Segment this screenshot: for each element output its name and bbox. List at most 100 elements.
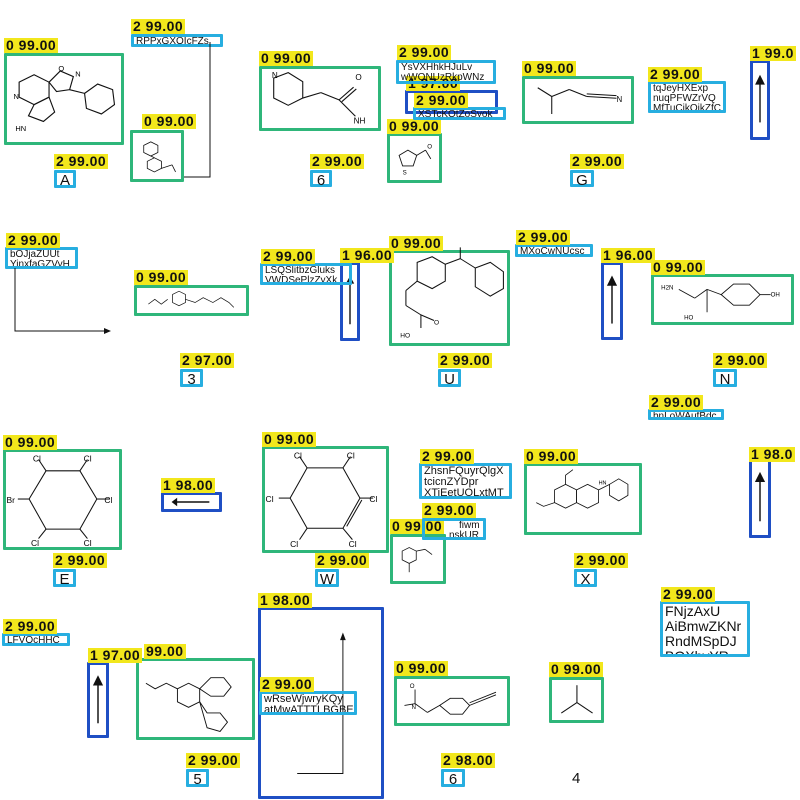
identifier-text: LSQSlitbzGluks [265, 265, 336, 276]
arrow-box[interactable] [161, 492, 222, 512]
compound-label[interactable]: N [713, 369, 737, 388]
compound-label[interactable]: E [53, 569, 76, 588]
compound-label[interactable]: G [570, 170, 594, 189]
compound-label[interactable]: U [438, 369, 461, 388]
identifier-box[interactable]: wRseWjwryKQy atMwATTTLBGBE [259, 691, 357, 715]
confidence-score: 2 99.00 [186, 752, 241, 768]
svg-text:N: N [272, 71, 278, 80]
identifier-text: wRseWjwryKQy [264, 693, 343, 705]
molecule-box[interactable]: S O [387, 133, 442, 183]
left-arrow-icon [171, 497, 210, 507]
svg-text:Cl: Cl [84, 453, 92, 463]
confidence-score: 0 99.00 [134, 269, 189, 285]
arrow-box[interactable] [749, 458, 771, 538]
confidence-score: 2 99.00 [315, 552, 370, 568]
identifier-box[interactable]: RPPxGXOIcFZs [131, 34, 223, 47]
identifier-box[interactable]: tqJeyHXExp nuqPFWZrVQ MfTuCikQjkZfC [648, 81, 726, 113]
arrow-box[interactable] [405, 90, 498, 114]
up-arrow-icon [754, 471, 766, 522]
svg-text:HO: HO [400, 332, 410, 339]
identifier-text: fiwm [459, 520, 480, 531]
identifier-text: MXoCwNUcsc [520, 246, 585, 257]
identifier-box[interactable]: LFVOcHHC [2, 633, 70, 646]
molecule-box[interactable]: Cl Cl Cl Cl Cl Br [3, 449, 122, 550]
arrow-box[interactable] [750, 60, 770, 140]
svg-text:N: N [14, 92, 19, 101]
confidence-score: 2 99.00 [648, 66, 703, 82]
molecule-box[interactable] [136, 658, 255, 740]
identifier-box[interactable]: YsVXHhkHJuLv wWQNUzRkpWNz [396, 60, 496, 84]
confidence-score: 1 98.0 [749, 446, 795, 462]
molecule-box[interactable]: N O NH [259, 66, 381, 131]
up-arrow-icon [755, 74, 765, 123]
molecule-box[interactable] [390, 534, 446, 584]
identifier-text: MfTuCikQjkZfC [653, 103, 721, 113]
identifier-box[interactable]: bnLoWAufBdc [648, 409, 724, 420]
svg-text:Cl: Cl [294, 450, 302, 460]
molecule-structure: Cl Cl Cl Cl Cl Br [7, 453, 113, 548]
identifier-text: YinxfaGZVyH [10, 259, 70, 269]
identifier-text: nskUR [449, 530, 480, 540]
arrow-box[interactable] [601, 262, 623, 340]
molecule-box[interactable] [549, 677, 604, 723]
molecule-box[interactable]: H2N HO OH [651, 274, 794, 325]
svg-text:Cl: Cl [266, 494, 274, 504]
identifier-box[interactable]: fiwm nskUR [422, 518, 486, 540]
compound-label[interactable]: 3 [180, 369, 203, 388]
confidence-score: 2 97.00 [180, 352, 235, 368]
label-text: W [319, 571, 335, 588]
label-text: E [59, 571, 70, 588]
confidence-score: 0 99.00 [259, 50, 314, 66]
molecule-box[interactable]: N HN O N [4, 53, 124, 145]
identifier-text: BOXbyYR [665, 648, 729, 657]
compound-label[interactable]: 5 [186, 769, 209, 788]
molecule-box[interactable]: N [522, 76, 634, 124]
identifier-text: VWDSePlzZyXk [265, 275, 338, 285]
compound-label: 4 [572, 770, 581, 787]
confidence-score: 0 99.00 [522, 60, 577, 76]
identifier-box[interactable]: MXoCwNUcsc [515, 244, 593, 257]
molecule-structure: N O NH [272, 71, 366, 125]
confidence-score: 2 99.00 [3, 618, 58, 634]
confidence-score: 2 99.00 [397, 44, 452, 60]
identifier-text: AiBmwZKNr [665, 618, 742, 634]
molecule-box[interactable]: O N [394, 676, 510, 726]
compound-label[interactable]: W [315, 569, 339, 588]
confidence-score: 2 99.00 [260, 676, 315, 692]
molecule-box[interactable] [134, 285, 249, 316]
molecule-structure: N HN O N [14, 64, 116, 133]
confidence-score: 2 98.00 [441, 752, 496, 768]
svg-text:Br: Br [7, 495, 16, 505]
molecule-box[interactable]: HN [524, 463, 642, 535]
identifier-box[interactable]: LSQSlitbzGluks VWDSePlzZyXk [260, 263, 352, 285]
label-text: 6 [316, 172, 326, 189]
identifier-text: RPPxGXOIcFZs [136, 36, 209, 47]
svg-text:O: O [427, 143, 432, 150]
compound-label[interactable]: A [54, 170, 76, 189]
confidence-score: 2 99.00 [574, 552, 629, 568]
up-arrow-icon [606, 275, 618, 324]
compound-label[interactable]: 6 [441, 769, 465, 788]
confidence-score: 2 99.00 [420, 448, 475, 464]
molecule-box[interactable]: HO O [389, 247, 510, 346]
arrow-box[interactable] [87, 662, 109, 738]
confidence-score: 2 99.00 [438, 352, 493, 368]
compound-label[interactable]: X [574, 569, 597, 588]
confidence-score: 1 98.00 [161, 477, 216, 493]
identifier-box[interactable]: XSTcKQtZoSyok [413, 107, 506, 120]
identifier-text: tqJeyHXExp [653, 83, 709, 94]
confidence-score: 0 99.00 [549, 661, 604, 677]
identifier-box[interactable]: ZhsnFQuyrQlgX tcicnZYDpr XTiEetUOLxtMT [419, 463, 512, 499]
molecule-box[interactable]: Cl Cl Cl Cl Cl Cl [262, 446, 389, 553]
identifier-box[interactable]: bOJjaZUUt YinxfaGZVyH [5, 247, 78, 269]
molecule-structure: N [537, 87, 623, 114]
identifier-text: tcicnZYDpr [424, 476, 479, 488]
compound-label[interactable]: 6 [310, 170, 332, 189]
confidence-score: 2 99.00 [570, 153, 625, 169]
svg-text:Cl: Cl [347, 450, 355, 460]
molecule-box[interactable] [130, 130, 184, 182]
identifier-box[interactable]: FNjzAxU AiBmwZKNr RndMSpDJ BOXbyYR [660, 601, 750, 657]
confidence-score: 2 99.00 [661, 586, 716, 602]
svg-text:Cl: Cl [31, 538, 39, 548]
confidence-score: 2 99.00 [54, 153, 109, 169]
